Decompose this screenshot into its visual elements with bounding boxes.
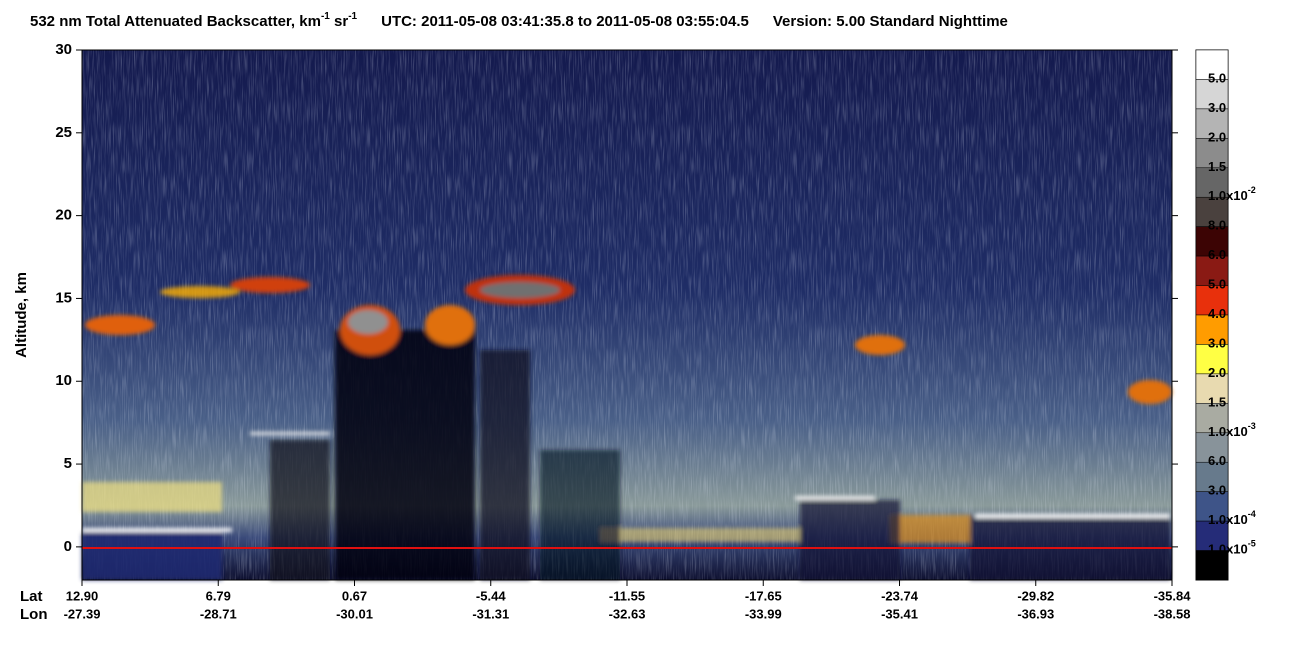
x-row-label: Lat: [20, 588, 43, 605]
colorbar-label-text: 1.0x10: [1208, 189, 1248, 204]
lon-label: -38.58: [1154, 606, 1191, 621]
lon-label: -35.41: [881, 606, 918, 621]
colorbar-label-text: 1.0x10: [1208, 513, 1248, 528]
colorbar-swatch: [1195, 167, 1229, 198]
y-tick-label: 0: [64, 538, 72, 555]
colorbar-swatch: [1195, 550, 1229, 581]
colorbar-label: 1.0x10-3: [1208, 421, 1256, 439]
title-part: 532 nm Total Attenuated Backscatter, km: [30, 13, 321, 30]
lon-label: -36.93: [1017, 606, 1054, 621]
colorbar-swatch: [1195, 255, 1229, 286]
colorbar-swatch: [1195, 344, 1229, 375]
colorbar-label: 5.0: [1208, 277, 1226, 292]
colorbar-label-text: 1.0x10: [1208, 424, 1248, 439]
colorbar-label: 6.0: [1208, 248, 1226, 263]
colorbar-label: 2.0: [1208, 130, 1226, 145]
colorbar-label: 8.0: [1208, 218, 1226, 233]
colorbar-label: 5.0: [1208, 71, 1226, 86]
colorbar-label: 1.0x10-5: [1208, 539, 1256, 557]
title-part: UTC: 2011-05-08 03:41:35.8 to 2011-05-08…: [381, 13, 749, 30]
title-superscript: -1: [321, 11, 330, 22]
colorbar-label-exp: -3: [1248, 421, 1256, 431]
lon-label: -30.01: [336, 606, 373, 621]
colorbar-label-text: 5.0: [1208, 277, 1226, 292]
colorbar-label-text: 3.0: [1208, 336, 1226, 351]
colorbar-label: 1.0x10-2: [1208, 186, 1256, 204]
colorbar-label-text: 8.0: [1208, 218, 1226, 233]
colorbar-label-text: 2.0: [1208, 365, 1226, 380]
lat-label: 12.90: [66, 588, 99, 603]
colorbar-label-text: 6.0: [1208, 248, 1226, 263]
colorbar-label: 1.0x10-4: [1208, 509, 1256, 527]
lat-label: 6.79: [206, 588, 231, 603]
colorbar-swatch: [1195, 520, 1229, 551]
colorbar-swatch: [1195, 79, 1229, 110]
lat-label: -35.84: [1154, 588, 1192, 603]
chart-title: 532 nm Total Attenuated Backscatter, km-…: [30, 11, 1008, 30]
colorbar-label: 3.0: [1208, 100, 1226, 115]
colorbar-label-text: 6.0: [1208, 454, 1226, 469]
x-row-label: Lon: [20, 606, 48, 623]
colorbar-label-text: 1.0x10: [1208, 542, 1248, 557]
colorbar-label-text: 3.0: [1208, 483, 1226, 498]
colorbar-label-text: 4.0: [1208, 306, 1226, 321]
colorbar-label-text: 1.5: [1208, 395, 1226, 410]
colorbar-label: 6.0: [1208, 454, 1226, 469]
lat-label: -29.82: [1017, 588, 1054, 603]
y-tick-label: 10: [55, 372, 72, 389]
colorbar-label-exp: -4: [1248, 509, 1256, 519]
lat-label: -23.74: [881, 588, 919, 603]
colorbar-label-text: 1.5: [1208, 159, 1226, 174]
lon-label: -32.63: [609, 606, 646, 621]
colorbar-swatch: [1195, 49, 1229, 80]
title-part: sr: [330, 13, 349, 30]
lon-label: -28.71: [200, 606, 237, 621]
y-axis-label: Altitude, km: [13, 272, 30, 358]
colorbar-label: 1.5: [1208, 159, 1226, 174]
lat-label: 0.67: [342, 588, 367, 603]
lon-label: -33.99: [745, 606, 782, 621]
title-part: Version: 5.00 Standard Nighttime: [773, 13, 1008, 30]
lat-label: -17.65: [745, 588, 782, 603]
colorbar-swatch: [1195, 138, 1229, 169]
y-tick-label: 5: [64, 455, 72, 472]
colorbar-label-exp: -5: [1248, 539, 1256, 549]
y-tick-label: 25: [55, 124, 72, 141]
colorbar-swatch: [1195, 403, 1229, 434]
colorbar-label: 1.5: [1208, 395, 1226, 410]
colorbar-label: 2.0: [1208, 365, 1226, 380]
colorbar-label: 3.0: [1208, 483, 1226, 498]
y-tick-label: 15: [55, 289, 72, 306]
curtain-image: [82, 50, 1172, 580]
y-tick-label: 30: [55, 41, 72, 58]
colorbar-swatch: [1195, 432, 1229, 463]
colorbar-swatch: [1195, 373, 1229, 404]
lat-label: -5.44: [476, 588, 506, 603]
colorbar-label-text: 5.0: [1208, 71, 1226, 86]
y-tick-label: 20: [55, 207, 72, 224]
colorbar-label-exp: -2: [1248, 186, 1256, 196]
colorbar-swatch: [1195, 314, 1229, 345]
colorbar-swatch: [1195, 108, 1229, 139]
lon-label: -27.39: [64, 606, 101, 621]
title-superscript: -1: [348, 11, 357, 22]
colorbar-label: 4.0: [1208, 306, 1226, 321]
colorbar-swatch: [1195, 196, 1229, 227]
colorbar-swatch: [1195, 226, 1229, 257]
lon-label: -31.31: [472, 606, 509, 621]
colorbar-label: 3.0: [1208, 336, 1226, 351]
lat-label: -11.55: [609, 588, 645, 603]
colorbar-label-text: 2.0: [1208, 130, 1226, 145]
colorbar-swatch: [1195, 461, 1229, 492]
colorbar-label-text: 3.0: [1208, 100, 1226, 115]
colorbar-swatch: [1195, 285, 1229, 316]
